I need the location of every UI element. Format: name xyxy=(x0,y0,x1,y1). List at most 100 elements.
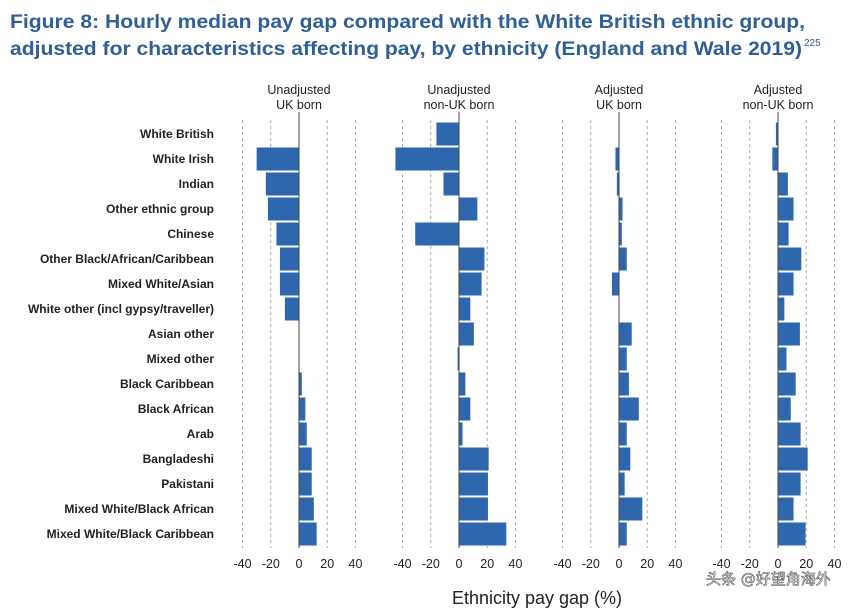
bar-3-14 xyxy=(619,472,625,496)
category-label: Pakistani xyxy=(161,477,214,491)
x-tick-label: 0 xyxy=(775,557,782,571)
category-label: Bangladeshi xyxy=(143,452,214,466)
panel-title-line2: non-UK born xyxy=(743,98,814,112)
category-label: Mixed White/Black African xyxy=(64,502,214,516)
bar-3-11 xyxy=(619,397,639,421)
bar-4-3 xyxy=(778,197,794,221)
bar-4-15 xyxy=(778,497,794,521)
bar-2-1 xyxy=(395,147,459,171)
bar-3-2 xyxy=(616,172,619,196)
x-tick-label: -20 xyxy=(741,557,759,571)
bar-3-3 xyxy=(619,197,623,221)
x-tick-label: 40 xyxy=(669,557,683,571)
bar-4-2 xyxy=(778,172,788,196)
x-tick-label: 40 xyxy=(828,557,842,571)
bar-2-5 xyxy=(459,247,485,271)
x-tick-label: 20 xyxy=(640,557,654,571)
category-label: White Irish xyxy=(153,152,214,166)
bar-2-0 xyxy=(436,122,459,146)
chart-title-line1: Figure 8: Hourly median pay gap compared… xyxy=(10,12,805,33)
bar-2-12 xyxy=(459,422,463,446)
bar-4-14 xyxy=(778,472,801,496)
bar-1-5 xyxy=(279,247,299,271)
bar-2-15 xyxy=(459,497,488,521)
title-footnote: 225 xyxy=(804,38,821,49)
x-tick-label: -40 xyxy=(712,557,730,571)
bar-1-3 xyxy=(267,197,299,221)
category-label: Black Caribbean xyxy=(120,377,214,391)
bar-1-13 xyxy=(299,447,312,471)
watermark: 头条 @好望角海外 xyxy=(706,570,831,588)
category-label: White other (incl gypsy/traveller) xyxy=(28,302,214,316)
bar-2-3 xyxy=(459,197,478,221)
plot-area: White British White Irish Indian Other ethn… xyxy=(28,83,842,571)
x-tick-label: -40 xyxy=(553,557,571,571)
bar-2-13 xyxy=(459,447,489,471)
bar-1-7 xyxy=(284,297,299,321)
category-label: Asian other xyxy=(148,327,214,341)
bar-2-4 xyxy=(415,222,459,246)
bar-2-16 xyxy=(459,522,507,546)
category-label: Other Black/African/Caribbean xyxy=(40,252,214,266)
bar-1-11 xyxy=(299,397,306,421)
x-tick-label: -20 xyxy=(582,557,600,571)
category-label: Other ethnic group xyxy=(106,202,214,216)
bar-3-13 xyxy=(619,447,631,471)
x-tick-label: 40 xyxy=(509,557,523,571)
bar-4-1 xyxy=(772,147,778,171)
x-tick-label: 0 xyxy=(296,557,303,571)
bar-1-4 xyxy=(276,222,299,246)
bar-1-16 xyxy=(299,522,317,546)
bar-3-8 xyxy=(619,322,632,346)
bar-3-16 xyxy=(619,522,627,546)
category-label: Mixed White/Black Caribbean xyxy=(47,527,214,541)
category-label: Mixed White/Asian xyxy=(108,277,214,291)
bar-4-12 xyxy=(778,422,801,446)
panel-title-line1: Adjusted xyxy=(595,83,644,97)
x-tick-label: -40 xyxy=(393,557,411,571)
bar-2-8 xyxy=(459,322,474,346)
bar-3-9 xyxy=(619,347,627,371)
bar-2-9 xyxy=(457,347,459,371)
category-label: Mixed other xyxy=(147,352,215,366)
panel-title-line1: Unadjusted xyxy=(427,83,490,97)
bar-2-6 xyxy=(459,272,482,296)
x-tick-label: 20 xyxy=(320,557,334,571)
bar-4-10 xyxy=(778,372,796,396)
panel-title-line2: UK born xyxy=(276,98,322,112)
panel-title-line1: Unadjusted xyxy=(267,83,330,97)
bar-1-12 xyxy=(299,422,307,446)
bar-1-10 xyxy=(299,372,302,396)
bar-3-15 xyxy=(619,497,643,521)
x-axis-label: Ethnicity pay gap (%) xyxy=(452,588,622,608)
bar-1-1 xyxy=(256,147,299,171)
x-tick-label: -20 xyxy=(262,557,280,571)
category-label: White British xyxy=(140,127,214,141)
bar-1-6 xyxy=(279,272,299,296)
x-tick-label: -40 xyxy=(233,557,251,571)
bar-3-10 xyxy=(619,372,629,396)
category-label: Arab xyxy=(187,427,214,441)
panel-title-line2: non-UK born xyxy=(424,98,495,112)
bar-4-16 xyxy=(778,522,806,546)
x-tick-label: 0 xyxy=(456,557,463,571)
bar-3-4 xyxy=(619,222,622,246)
bar-1-15 xyxy=(299,497,314,521)
bar-4-4 xyxy=(778,222,789,246)
bar-3-6 xyxy=(611,272,619,296)
bar-2-14 xyxy=(459,472,488,496)
bar-3-5 xyxy=(619,247,627,271)
x-tick-label: -20 xyxy=(422,557,440,571)
bar-3-1 xyxy=(615,147,619,171)
bar-2-2 xyxy=(443,172,459,196)
category-label: Black African xyxy=(138,402,214,416)
bar-4-11 xyxy=(778,397,791,421)
bar-4-0 xyxy=(775,122,778,146)
bar-1-14 xyxy=(299,472,312,496)
category-label: Indian xyxy=(179,177,214,191)
bar-2-7 xyxy=(459,297,471,321)
bar-4-9 xyxy=(778,347,787,371)
bar-4-8 xyxy=(778,322,800,346)
bar-4-7 xyxy=(778,297,785,321)
